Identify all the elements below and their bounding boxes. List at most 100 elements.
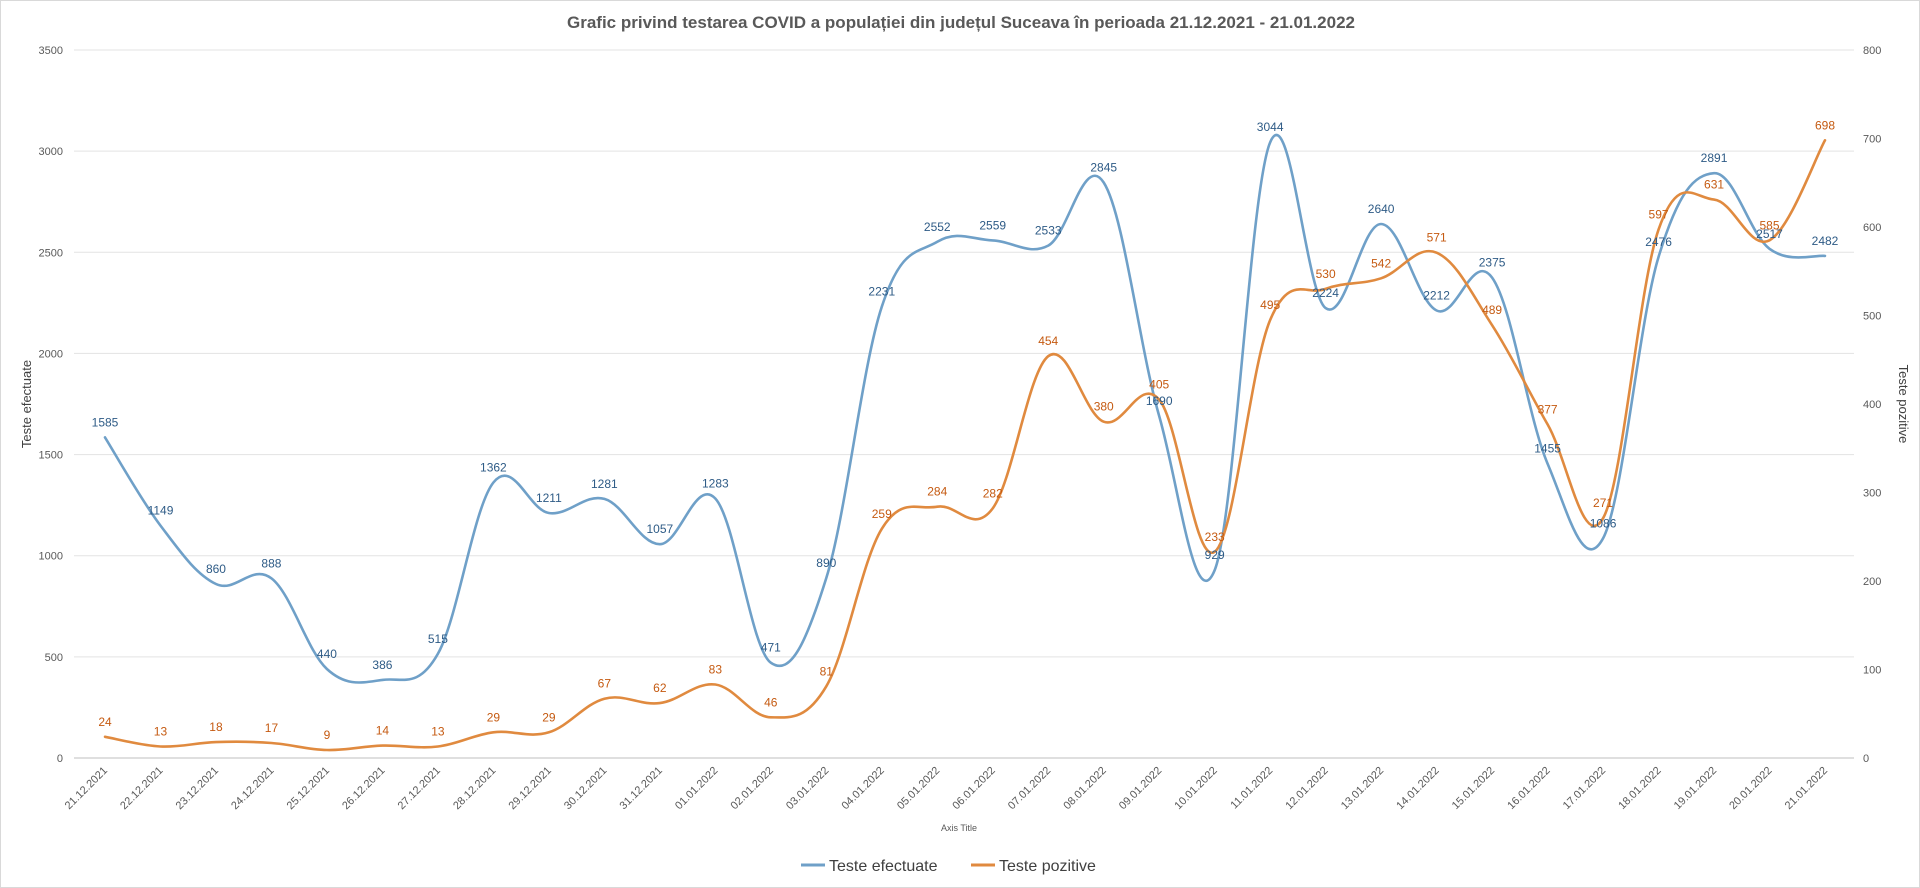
x-tick-label: 21.12.2021 [63, 765, 110, 812]
y-left-tick-label: 3500 [39, 45, 63, 57]
data-label: 29 [487, 710, 501, 724]
data-label: 380 [1094, 400, 1114, 414]
data-label: 2891 [1701, 151, 1728, 165]
data-label: 1585 [92, 415, 119, 429]
data-label: 17 [265, 721, 279, 735]
x-tick-label: 15.01.2022 [1450, 765, 1497, 812]
x-axis-title: Axis Title [941, 823, 977, 833]
x-tick-label: 07.01.2022 [1006, 765, 1053, 812]
data-label: 860 [206, 562, 226, 576]
x-tick-label: 03.01.2022 [784, 765, 831, 812]
data-label: 571 [1427, 231, 1447, 245]
data-label: 1362 [480, 460, 507, 474]
data-label: 495 [1260, 298, 1280, 312]
x-tick-label: 21.01.2022 [1783, 765, 1830, 812]
data-label: 284 [927, 485, 947, 499]
y-left-tick-label: 500 [45, 652, 63, 664]
x-tick-label: 08.01.2022 [1061, 765, 1108, 812]
data-label: 13 [431, 724, 445, 738]
data-label: 13 [154, 724, 168, 738]
data-label: 386 [372, 658, 392, 672]
data-label: 1455 [1534, 442, 1561, 456]
data-label: 1283 [702, 476, 729, 490]
data-label: 597 [1649, 208, 1669, 222]
x-tick-label: 11.01.2022 [1228, 765, 1275, 812]
data-label: 24 [98, 715, 112, 729]
data-label: 1211 [536, 491, 562, 505]
y-left-tick-label: 1500 [39, 450, 63, 462]
data-label: 2533 [1035, 224, 1062, 238]
x-tick-label: 02.01.2022 [729, 765, 776, 812]
data-label: 515 [428, 632, 448, 646]
x-tick-label: 17.01.2022 [1561, 765, 1608, 812]
data-label: 929 [1205, 548, 1225, 562]
legend-label-2: Teste pozitive [999, 858, 1096, 875]
x-tick-label: 26.12.2021 [340, 765, 387, 812]
x-tick-label: 09.01.2022 [1117, 765, 1164, 812]
data-label: 1086 [1590, 516, 1617, 530]
data-label: 46 [764, 695, 778, 709]
data-label: 585 [1760, 218, 1780, 232]
data-label: 3044 [1257, 120, 1284, 134]
y-left-tick-label: 1000 [39, 551, 63, 563]
x-tick-label: 18.01.2022 [1616, 765, 1663, 812]
data-label: 14 [376, 724, 390, 738]
data-label: 233 [1205, 530, 1225, 544]
data-label: 454 [1038, 334, 1058, 348]
y-left-tick-label: 2000 [39, 348, 63, 360]
data-label: 1149 [148, 504, 174, 518]
y-right-tick-label: 700 [1863, 134, 1881, 146]
data-label: 530 [1316, 267, 1336, 281]
data-label: 440 [317, 647, 337, 661]
data-label: 2640 [1368, 202, 1395, 216]
data-label: 890 [816, 556, 836, 570]
y-left-tick-label: 2500 [39, 247, 63, 259]
y-left-tick-label: 0 [57, 753, 63, 765]
data-label: 271 [1593, 496, 1613, 510]
series-line-1 [103, 133, 1827, 684]
data-label: 2231 [868, 285, 895, 299]
data-label: 698 [1815, 118, 1835, 132]
x-tick-label: 20.01.2022 [1727, 765, 1774, 812]
data-label: 29 [542, 710, 556, 724]
x-tick-label: 24.12.2021 [229, 765, 276, 812]
data-label: 2375 [1479, 256, 1506, 270]
data-label: 2559 [979, 218, 1006, 232]
x-tick-label: 01.01.2022 [673, 765, 720, 812]
data-label: 9 [324, 728, 331, 742]
y-right-tick-label: 500 [1863, 311, 1881, 323]
data-label: 67 [598, 677, 612, 691]
chart-title: Grafic privind testarea COVID a populați… [567, 13, 1355, 32]
data-label: 18 [209, 720, 223, 734]
y-right-tick-label: 600 [1863, 222, 1881, 234]
data-label: 282 [983, 486, 1003, 500]
data-label: 1057 [646, 522, 673, 536]
data-label: 2212 [1423, 289, 1450, 303]
x-tick-label: 06.01.2022 [950, 765, 997, 812]
data-label: 2224 [1312, 286, 1339, 300]
legend-label-1: Teste efectuate [829, 858, 938, 875]
x-tick-label: 19.01.2022 [1672, 765, 1719, 812]
x-tick-label: 30.12.2021 [562, 765, 609, 812]
x-tick-label: 05.01.2022 [895, 765, 942, 812]
x-tick-label: 23.12.2021 [174, 765, 221, 812]
x-tick-label: 13.01.2022 [1339, 765, 1386, 812]
data-label: 2552 [924, 220, 951, 234]
data-label: 83 [709, 663, 723, 677]
x-tick-label: 25.12.2021 [285, 765, 332, 812]
x-tick-label: 10.01.2022 [1172, 765, 1219, 812]
x-tick-label: 12.01.2022 [1283, 765, 1330, 812]
y-right-tick-label: 400 [1863, 399, 1881, 411]
data-label: 62 [653, 681, 667, 695]
y-right-tick-label: 800 [1863, 45, 1881, 57]
data-label: 377 [1538, 402, 1558, 416]
y-right-tick-label: 200 [1863, 576, 1881, 588]
data-label: 1281 [591, 477, 618, 491]
data-label: 259 [872, 507, 892, 521]
x-tick-label: 27.12.2021 [396, 765, 443, 812]
x-tick-label: 31.12.2021 [618, 765, 665, 812]
x-tick-label: 16.01.2022 [1505, 765, 1552, 812]
data-label: 542 [1371, 256, 1391, 270]
